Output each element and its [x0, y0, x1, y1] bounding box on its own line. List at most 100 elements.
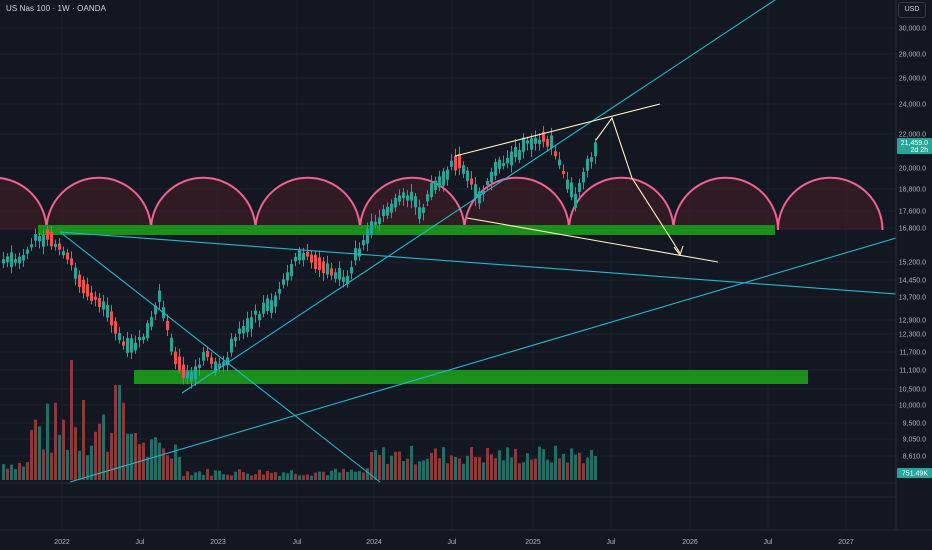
volume-bar: [454, 456, 457, 480]
candle-body: [462, 165, 465, 174]
candle-body: [418, 207, 421, 219]
candle-body: [74, 267, 77, 279]
volume-bar: [126, 433, 129, 480]
volume-bar: [30, 430, 33, 480]
candle-body: [530, 138, 533, 150]
volume-bar: [86, 455, 89, 480]
candle-body: [330, 268, 333, 276]
candle-body: [198, 364, 201, 369]
cycle-arc: [463, 176, 570, 231]
volume-bar: [398, 451, 401, 480]
time-axis-bg: [0, 530, 932, 550]
volume-bar: [550, 462, 553, 480]
time-tick-label: Jul: [764, 539, 773, 546]
volume-label: 751.49K: [902, 471, 928, 478]
price-tick-label: 28,000.0: [899, 52, 926, 59]
candle-body: [266, 298, 269, 311]
candle-body: [394, 197, 397, 208]
volume-bar: [354, 471, 357, 480]
trend-line: [59, 231, 897, 295]
candle-body: [118, 333, 121, 341]
cycle-arc-fill: [569, 177, 674, 230]
cycle-arc: [359, 176, 466, 231]
symbol-title[interactable]: US Nas 100 · 1W · OANDA: [6, 4, 107, 13]
candle-body: [50, 231, 53, 247]
volume-bar: [518, 463, 521, 480]
cycle-arc-fill: [151, 177, 256, 230]
projection-path: [595, 116, 681, 254]
volume-bar: [362, 472, 365, 480]
candle-body: [270, 300, 273, 313]
candle-body: [38, 236, 41, 242]
volume-bar: [558, 458, 561, 480]
candle-body: [22, 254, 25, 261]
candle-body: [534, 137, 537, 144]
candle-body: [62, 251, 65, 256]
support-zones[interactable]: [38, 225, 808, 384]
candle-body: [558, 159, 561, 166]
volume-bar: [254, 474, 257, 480]
price-tick-label: 10,500.0: [899, 387, 926, 394]
candle-body: [378, 217, 381, 225]
volume-bar: [186, 471, 189, 480]
volume-bar: [238, 469, 241, 480]
candle-body: [434, 180, 437, 191]
volume-bar: [414, 464, 417, 480]
grid: [0, 0, 896, 530]
projection-arrow-icon: [673, 245, 684, 257]
currency-button[interactable]: USD: [898, 2, 926, 18]
candle-body: [18, 256, 21, 264]
cycle-arc-fill: [778, 177, 883, 230]
candle-body: [294, 256, 297, 262]
volume-bar: [166, 455, 169, 480]
candle-body: [6, 256, 9, 263]
volume-bar: [342, 468, 345, 480]
volume-bar: [510, 457, 513, 480]
volume-bar: [514, 448, 517, 480]
volume-bar: [82, 400, 85, 480]
candle-body: [370, 221, 373, 235]
countdown-label: 2d 2h: [910, 147, 928, 154]
price-tick-label: 13,700.0: [899, 295, 926, 302]
volume-bar: [294, 473, 297, 480]
cycle-arc-fill: [673, 177, 778, 230]
trend-lines[interactable]: [59, 0, 897, 483]
volume-bar: [270, 472, 273, 480]
volume-bar: [562, 453, 565, 480]
volume-bar: [170, 458, 173, 480]
candle-body: [350, 266, 353, 274]
volume-bar: [582, 463, 585, 480]
candle-body: [122, 341, 125, 346]
volume-bar: [174, 444, 177, 480]
volume-bar: [526, 453, 529, 480]
candle-body: [102, 301, 105, 310]
volume-bar: [114, 385, 117, 480]
candle-body: [510, 151, 513, 166]
volume-bar: [258, 469, 261, 480]
volume-bar: [478, 457, 481, 480]
cycle-arc-fill: [360, 177, 465, 230]
candle-body: [206, 350, 209, 357]
volume-bar: [546, 459, 549, 480]
price-tick-label: 9,050.0: [903, 437, 926, 444]
trend-line: [59, 231, 381, 483]
price-tick-label: 12,300.0: [899, 332, 926, 339]
price-tick-label: 8,610.0: [903, 454, 926, 461]
volume-bar: [206, 468, 209, 480]
candle-body: [410, 191, 413, 201]
volume-bar: [190, 475, 193, 480]
candle-body: [222, 361, 225, 366]
candle-body: [490, 171, 493, 183]
volume-bar: [482, 462, 485, 480]
volume-badge: [897, 468, 932, 478]
volume-bar: [366, 468, 369, 480]
candle-body: [586, 158, 589, 171]
candle-body: [230, 338, 233, 353]
volume-bar: [262, 474, 265, 480]
volume-bar: [486, 447, 489, 480]
candle-body: [306, 251, 309, 257]
candle-body: [590, 157, 593, 162]
volume-bar: [434, 448, 437, 480]
volume-bar: [134, 432, 137, 480]
